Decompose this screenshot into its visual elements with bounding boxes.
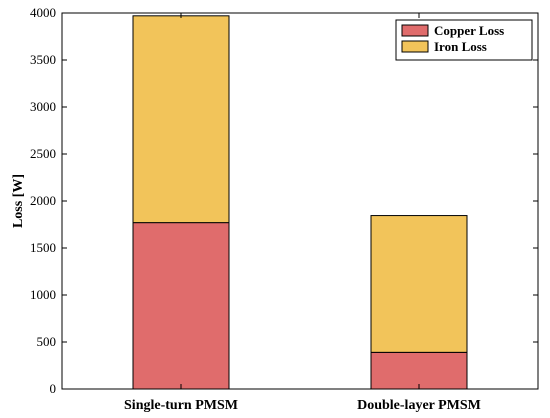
legend-entry-label: Copper Loss <box>434 23 504 38</box>
legend-swatch <box>401 24 429 37</box>
y-tick-label: 1000 <box>30 287 56 302</box>
bars-group <box>132 15 468 390</box>
y-tick-label: 500 <box>37 334 57 349</box>
legend-entry-label: Iron Loss <box>434 39 487 54</box>
y-tick-label: 3500 <box>30 52 56 67</box>
legend-swatch <box>401 40 429 53</box>
y-tick-label: 2000 <box>30 193 56 208</box>
y-tick-label: 0 <box>50 381 57 396</box>
y-tick-label: 2500 <box>30 146 56 161</box>
y-axis: 0 500 1000 1500 2000 2500 3000 3500 4000 <box>30 5 538 396</box>
x-axis: Single-turn PMSM Double-layer PMSM <box>124 13 481 413</box>
y-tick-label: 1500 <box>30 240 56 255</box>
y-axis-title: Loss [W] <box>11 174 26 228</box>
y-tick-label: 3000 <box>30 99 56 114</box>
bar-iron-loss-1 <box>370 215 468 353</box>
bar-iron-loss-0 <box>132 15 230 224</box>
x-category-label: Double-layer PMSM <box>357 398 481 413</box>
bar-copper-loss-0 <box>132 222 230 390</box>
bar-copper-loss-1 <box>370 351 468 390</box>
x-category-label: Single-turn PMSM <box>124 398 238 413</box>
y-tick-label: 4000 <box>30 5 56 20</box>
